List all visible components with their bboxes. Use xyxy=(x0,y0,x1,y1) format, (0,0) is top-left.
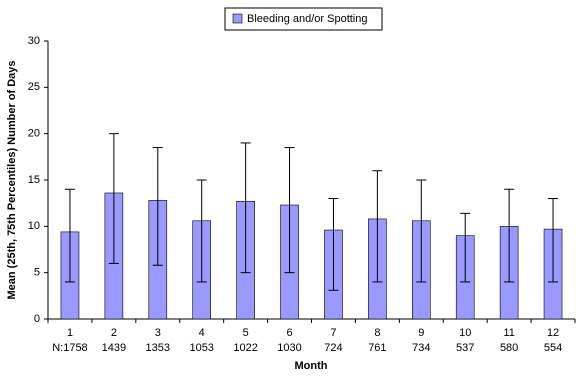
x-tick-label: 4 xyxy=(199,327,205,339)
x-tick-label: 8 xyxy=(374,327,380,339)
x-n-label: 1053 xyxy=(189,342,213,354)
x-n-label: 537 xyxy=(456,342,474,354)
x-tick-label: 3 xyxy=(155,327,161,339)
x-tick-label: 5 xyxy=(243,327,249,339)
x-axis-label: Month xyxy=(295,360,328,372)
x-tick-label: 9 xyxy=(418,327,424,339)
x-n-label: N:1758 xyxy=(52,342,87,354)
legend-swatch xyxy=(232,13,243,24)
legend-label: Bleeding and/or Spotting xyxy=(247,13,367,25)
x-n-label: 724 xyxy=(324,342,342,354)
x-tick-label: 7 xyxy=(330,327,336,339)
x-n-label: 1022 xyxy=(233,342,257,354)
x-n-label: 1353 xyxy=(146,342,170,354)
y-tick-label: 20 xyxy=(28,128,40,140)
x-n-label: 734 xyxy=(412,342,430,354)
x-tick-label: 12 xyxy=(547,327,559,339)
y-tick-label: 25 xyxy=(28,81,40,93)
y-tick-label: 15 xyxy=(28,174,40,186)
y-tick-label: 0 xyxy=(34,313,40,325)
y-tick-label: 5 xyxy=(34,267,40,279)
x-n-label: 554 xyxy=(544,342,562,354)
y-tick-label: 10 xyxy=(28,220,40,232)
x-n-label: 580 xyxy=(500,342,518,354)
x-n-label: 1439 xyxy=(102,342,126,354)
x-n-label: 761 xyxy=(368,342,386,354)
x-tick-label: 6 xyxy=(286,327,292,339)
y-axis-label: Mean (25th, 75th Percentiles) Number of … xyxy=(6,60,18,299)
x-tick-label: 11 xyxy=(503,327,514,339)
x-tick-label: 10 xyxy=(459,327,471,339)
x-tick-label: 2 xyxy=(111,327,117,339)
x-n-label: 1030 xyxy=(277,342,301,354)
legend-box xyxy=(224,7,383,31)
y-tick-label: 30 xyxy=(28,35,40,47)
x-tick-label: 1 xyxy=(67,327,73,339)
